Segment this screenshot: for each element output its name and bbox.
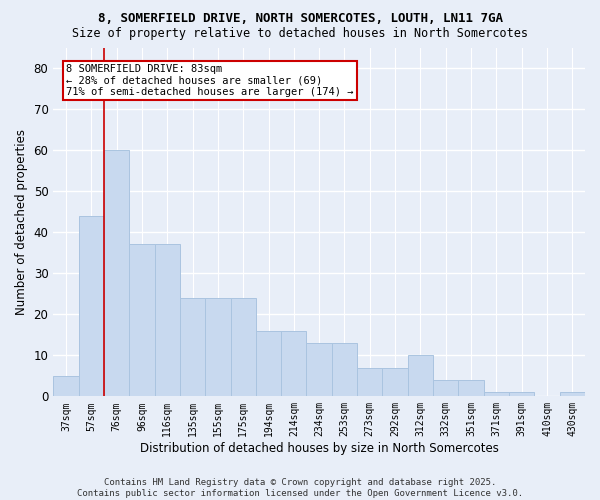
Bar [281, 330, 307, 396]
Bar [205, 298, 230, 396]
Bar [560, 392, 585, 396]
Bar [230, 298, 256, 396]
Bar [484, 392, 509, 396]
Bar [180, 298, 205, 396]
Bar [433, 380, 458, 396]
Bar [129, 244, 155, 396]
Bar [509, 392, 535, 396]
Text: Size of property relative to detached houses in North Somercotes: Size of property relative to detached ho… [72, 28, 528, 40]
Bar [332, 343, 357, 396]
X-axis label: Distribution of detached houses by size in North Somercotes: Distribution of detached houses by size … [140, 442, 499, 455]
Bar [357, 368, 382, 396]
Text: Contains HM Land Registry data © Crown copyright and database right 2025.
Contai: Contains HM Land Registry data © Crown c… [77, 478, 523, 498]
Bar [79, 216, 104, 396]
Bar [382, 368, 408, 396]
Bar [155, 244, 180, 396]
Bar [458, 380, 484, 396]
Bar [53, 376, 79, 396]
Bar [104, 150, 129, 396]
Text: 8 SOMERFIELD DRIVE: 83sqm
← 28% of detached houses are smaller (69)
71% of semi-: 8 SOMERFIELD DRIVE: 83sqm ← 28% of detac… [66, 64, 354, 97]
Bar [256, 330, 281, 396]
Bar [307, 343, 332, 396]
Text: 8, SOMERFIELD DRIVE, NORTH SOMERCOTES, LOUTH, LN11 7GA: 8, SOMERFIELD DRIVE, NORTH SOMERCOTES, L… [97, 12, 503, 26]
Y-axis label: Number of detached properties: Number of detached properties [15, 129, 28, 315]
Bar [408, 356, 433, 397]
